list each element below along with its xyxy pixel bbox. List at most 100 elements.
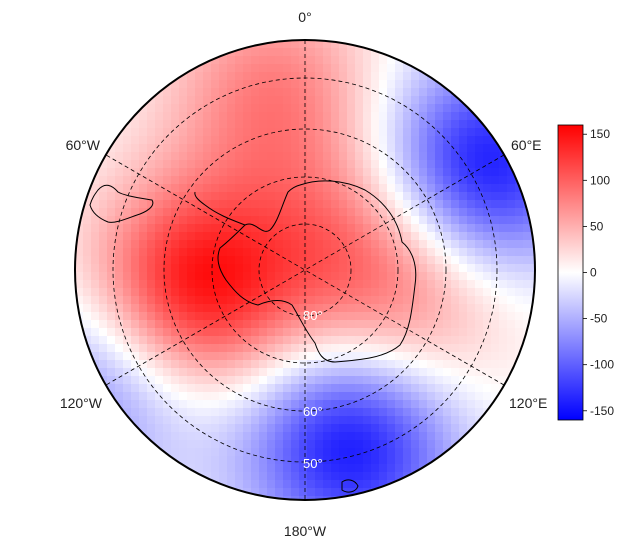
field-cell (379, 216, 388, 225)
field-cell (267, 384, 276, 393)
field-cell (323, 216, 332, 225)
field-cell (467, 304, 476, 313)
field-cell (435, 288, 444, 297)
field-cell (299, 272, 308, 281)
field-cell (403, 352, 412, 361)
field-cell (339, 352, 348, 361)
field-cell (347, 240, 356, 249)
field-cell (211, 384, 220, 393)
field-cell (331, 312, 340, 321)
field-cell (75, 264, 84, 273)
field-cell (435, 448, 444, 457)
field-cell (155, 144, 164, 153)
field-cell (323, 200, 332, 209)
field-cell (259, 240, 268, 249)
field-cell (315, 128, 324, 137)
field-cell (387, 144, 396, 153)
field-cell (467, 184, 476, 193)
field-cell (451, 328, 460, 337)
field-cell (315, 360, 324, 369)
field-cell (491, 216, 500, 225)
field-cell (275, 480, 284, 489)
field-cell (515, 296, 524, 305)
field-cell (275, 136, 284, 145)
field-cell (379, 360, 388, 369)
field-cell (147, 192, 156, 201)
field-cell (275, 88, 284, 97)
field-cell (411, 344, 420, 353)
field-cell (203, 216, 212, 225)
field-cell (243, 272, 252, 281)
field-cell (315, 56, 324, 65)
field-cell (155, 240, 164, 249)
field-cell (395, 88, 404, 97)
field-cell (283, 96, 292, 105)
field-cell (235, 368, 244, 377)
field-cell (379, 448, 388, 457)
field-cell (307, 248, 316, 257)
field-cell (419, 384, 428, 393)
field-cell (387, 216, 396, 225)
field-cell (371, 136, 380, 145)
field-cell (371, 152, 380, 161)
field-cell (187, 264, 196, 273)
field-cell (131, 224, 140, 233)
field-cell (475, 120, 484, 129)
field-cell (235, 80, 244, 89)
field-cell (491, 184, 500, 193)
field-cell (355, 464, 364, 473)
field-cell (147, 216, 156, 225)
field-cell (435, 72, 444, 81)
field-cell (467, 352, 476, 361)
field-cell (451, 352, 460, 361)
field-cell (347, 464, 356, 473)
field-cell (283, 424, 292, 433)
field-cell (107, 272, 116, 281)
field-cell (475, 376, 484, 385)
field-cell (75, 240, 84, 249)
field-cell (115, 248, 124, 257)
field-cell (483, 328, 492, 337)
field-cell (163, 256, 172, 265)
field-cell (523, 296, 532, 305)
field-cell (155, 80, 164, 89)
field-cell (155, 400, 164, 409)
field-cell (363, 96, 372, 105)
field-cell (107, 280, 116, 289)
field-cell (427, 376, 436, 385)
field-cell (355, 48, 364, 57)
field-cell (475, 392, 484, 401)
field-cell (403, 64, 412, 73)
colorbar-tick-label: -150 (590, 404, 614, 418)
field-cell (251, 176, 260, 185)
field-cell (235, 328, 244, 337)
field-cell (331, 472, 340, 481)
field-cell (195, 416, 204, 425)
field-cell (315, 496, 324, 500)
antarctic-peninsula (194, 191, 246, 226)
field-cell (419, 368, 428, 377)
field-cell (307, 176, 316, 185)
field-cell (475, 224, 484, 233)
field-cell (451, 112, 460, 121)
field-cell (435, 376, 444, 385)
field-cell (523, 312, 532, 321)
field-cell (251, 184, 260, 193)
field-cell (275, 192, 284, 201)
field-cell (155, 160, 164, 169)
field-cell (267, 248, 276, 257)
field-cell (115, 208, 124, 217)
field-cell (363, 336, 372, 345)
field-cell (259, 72, 268, 81)
field-cell (171, 144, 180, 153)
field-cell (467, 336, 476, 345)
field-cell (179, 344, 188, 353)
field-cell (291, 144, 300, 153)
field-cell (467, 264, 476, 273)
field-cell (395, 128, 404, 137)
field-cell (211, 432, 220, 441)
field-cell (419, 280, 428, 289)
field-cell (259, 176, 268, 185)
field-cell (323, 312, 332, 321)
field-cell (171, 288, 180, 297)
